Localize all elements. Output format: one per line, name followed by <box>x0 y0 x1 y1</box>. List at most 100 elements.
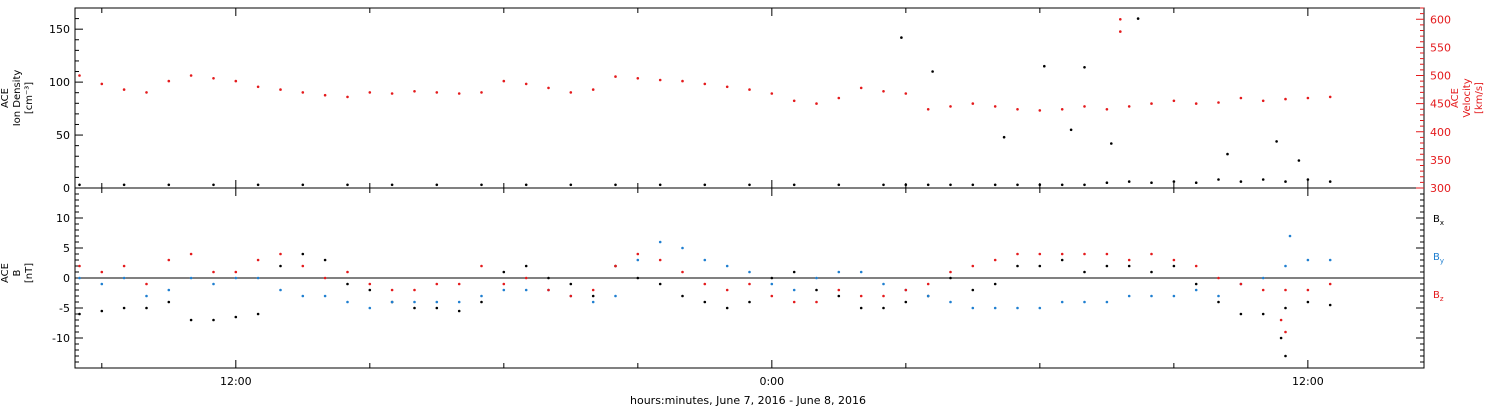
top-panel-frame <box>74 7 1425 189</box>
bz-point <box>971 264 975 268</box>
velocity-point <box>703 82 707 86</box>
bz-point <box>323 276 327 280</box>
density-point <box>1043 64 1046 68</box>
bx-point <box>1194 282 1198 286</box>
bz-point <box>882 294 885 298</box>
velocity-point <box>457 92 461 95</box>
velocity-point <box>167 79 171 83</box>
velocity-point <box>145 91 148 94</box>
y-tick-label-b: 0 <box>63 272 70 285</box>
legend-bz: Bz <box>1433 290 1444 303</box>
bx-point <box>1284 306 1287 310</box>
bx-point <box>145 306 148 310</box>
by-point <box>390 300 394 304</box>
velocity-point <box>547 86 550 90</box>
bz-point <box>658 258 662 262</box>
velocity-point <box>748 88 751 91</box>
velocity-point <box>725 85 729 89</box>
bx-point <box>904 300 908 304</box>
by-point <box>368 306 372 310</box>
bz-point <box>681 270 684 274</box>
bx-point <box>569 282 573 286</box>
velocity-point <box>480 91 483 94</box>
velocity-point <box>1194 102 1198 105</box>
velocity-point <box>1172 99 1176 103</box>
bx-point <box>167 300 171 304</box>
velocity-point <box>368 91 372 94</box>
bz-point <box>1105 252 1109 256</box>
density-point <box>1172 180 1176 183</box>
density-point <box>1002 135 1006 139</box>
bx-point <box>1105 264 1109 268</box>
bx-point <box>748 300 751 304</box>
velocity-point <box>1016 108 1019 111</box>
b-axis-label: ACEB[nT] <box>0 263 35 283</box>
bx-point <box>346 282 349 286</box>
by-point <box>1261 276 1265 280</box>
bz-point <box>591 288 595 292</box>
velocity-point <box>792 99 796 103</box>
by-point <box>100 282 104 286</box>
bz-point <box>1217 276 1220 280</box>
velocity-point <box>1284 97 1287 101</box>
bz-point <box>703 282 707 286</box>
density-point <box>1261 178 1265 181</box>
velocity-point <box>926 108 930 111</box>
bz-point <box>1261 288 1265 292</box>
by-point <box>770 282 774 286</box>
density-point <box>212 183 215 187</box>
bx-point <box>1279 336 1283 340</box>
velocity-point <box>502 79 506 83</box>
by-point <box>301 294 305 298</box>
by-point <box>748 270 751 274</box>
by-point <box>1306 258 1310 262</box>
bz-point <box>368 282 372 286</box>
by-point <box>502 288 506 292</box>
bz-point <box>301 264 305 268</box>
velocity-point <box>591 88 595 91</box>
x-tick-label: 12:00 <box>220 375 252 388</box>
velocity-point <box>1038 109 1042 112</box>
by-point <box>524 288 528 292</box>
by-point <box>949 300 952 304</box>
legend-subscript: z <box>1440 295 1444 303</box>
velocity-axis-label: ACEVelocity[km/s] <box>1450 78 1485 117</box>
bz-point <box>1194 264 1198 268</box>
by-point <box>792 288 796 292</box>
bx-point <box>256 312 260 316</box>
bx-point <box>949 276 952 280</box>
y-tick-label-right: 600 <box>1430 13 1451 26</box>
bx-point <box>1239 312 1243 316</box>
velocity-point <box>279 88 282 91</box>
by-point <box>815 276 818 280</box>
bx-point <box>100 309 104 313</box>
velocity-point <box>815 102 818 105</box>
bz-point <box>122 264 126 268</box>
velocity-point <box>837 96 841 100</box>
y-tick-label-b: -10 <box>52 332 70 345</box>
bz-point <box>770 294 774 298</box>
bz-point <box>547 288 550 292</box>
by-point <box>1288 234 1292 238</box>
by-point <box>681 246 684 250</box>
bz-point <box>1060 252 1064 256</box>
velocity-axis-label-line: [km/s] <box>1474 82 1485 114</box>
velocity-point <box>636 77 640 80</box>
density-axis-label: ACEIon Density[cm⁻³] <box>0 70 35 127</box>
by-point <box>1284 264 1287 268</box>
bx-point <box>859 306 863 310</box>
bz-point <box>569 294 573 298</box>
by-point <box>926 294 930 298</box>
y-tick-label-b: 10 <box>56 212 70 225</box>
y-tick-label-left: 0 <box>63 182 70 195</box>
velocity-point <box>100 82 104 86</box>
by-point <box>859 270 863 274</box>
density-point <box>1284 180 1287 183</box>
bz-point <box>949 270 952 274</box>
velocity-point <box>390 92 394 95</box>
legend-subscript: y <box>1440 257 1444 265</box>
density-point <box>1060 183 1064 187</box>
bx-point <box>435 306 439 310</box>
